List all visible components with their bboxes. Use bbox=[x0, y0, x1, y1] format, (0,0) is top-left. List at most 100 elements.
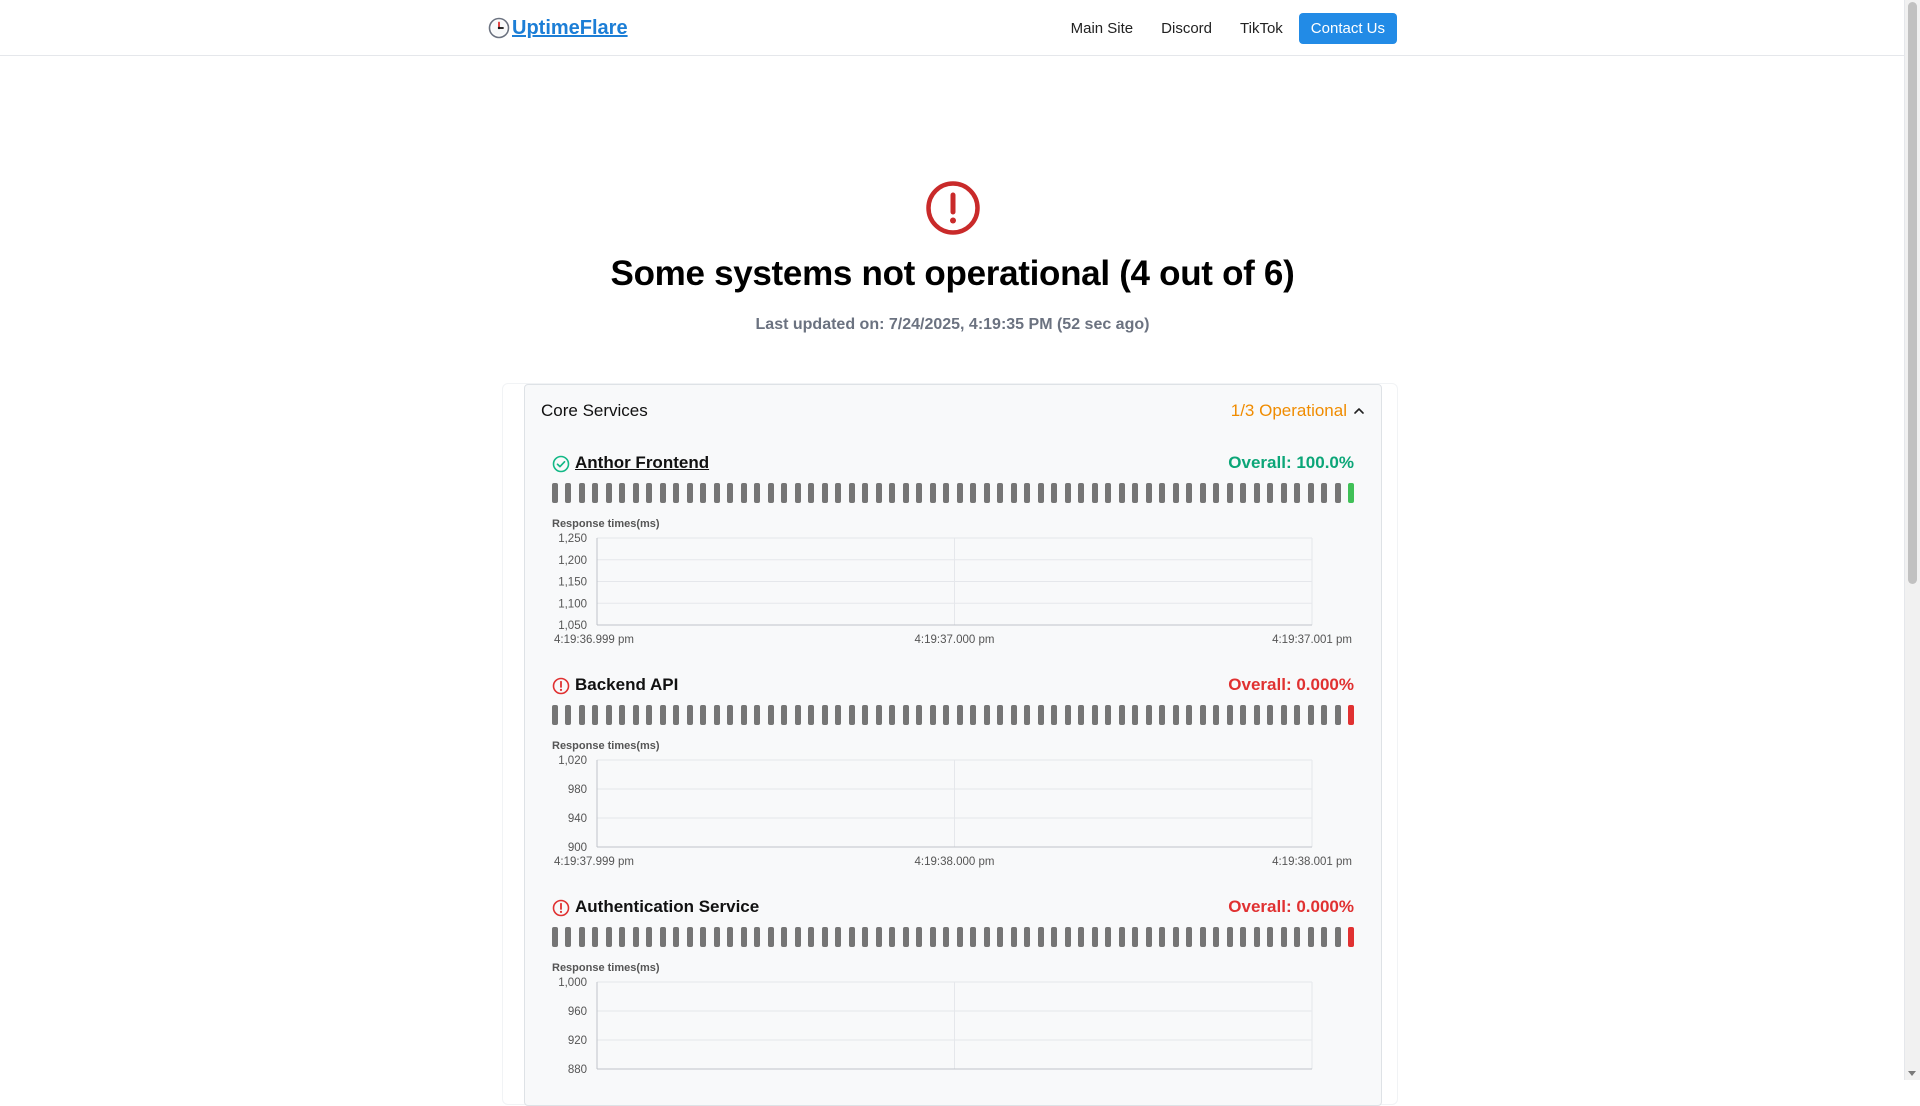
uptime-bar[interactable] bbox=[1321, 483, 1328, 503]
uptime-bar[interactable] bbox=[1240, 705, 1247, 725]
uptime-bar[interactable] bbox=[794, 705, 801, 725]
uptime-bar[interactable] bbox=[943, 927, 950, 947]
uptime-bar[interactable] bbox=[929, 483, 936, 503]
uptime-bar[interactable] bbox=[1226, 927, 1233, 947]
uptime-bar[interactable] bbox=[1024, 705, 1031, 725]
uptime-bar[interactable] bbox=[821, 705, 828, 725]
uptime-bar[interactable] bbox=[1105, 483, 1112, 503]
uptime-bar[interactable] bbox=[754, 705, 761, 725]
uptime-bar[interactable] bbox=[646, 483, 653, 503]
uptime-bar[interactable] bbox=[1226, 705, 1233, 725]
uptime-bar[interactable] bbox=[1267, 927, 1274, 947]
uptime-bar[interactable] bbox=[1078, 483, 1085, 503]
uptime-bar[interactable] bbox=[1145, 927, 1152, 947]
uptime-bar[interactable] bbox=[781, 483, 788, 503]
uptime-bar[interactable] bbox=[578, 483, 585, 503]
uptime-bar[interactable] bbox=[1348, 705, 1354, 725]
uptime-bar[interactable] bbox=[713, 927, 720, 947]
uptime-bar[interactable] bbox=[1267, 705, 1274, 725]
uptime-bar[interactable] bbox=[1064, 927, 1071, 947]
uptime-bar[interactable] bbox=[673, 705, 680, 725]
uptime-bar[interactable] bbox=[970, 927, 977, 947]
uptime-bar[interactable] bbox=[1105, 927, 1112, 947]
uptime-bar[interactable] bbox=[1334, 483, 1341, 503]
uptime-bar[interactable] bbox=[902, 483, 909, 503]
uptime-bar[interactable] bbox=[659, 927, 666, 947]
uptime-bar[interactable] bbox=[1226, 483, 1233, 503]
uptime-bar[interactable] bbox=[767, 705, 774, 725]
uptime-bar[interactable] bbox=[565, 705, 572, 725]
uptime-bar[interactable] bbox=[686, 705, 693, 725]
uptime-bar[interactable] bbox=[889, 705, 896, 725]
uptime-bar[interactable] bbox=[835, 927, 842, 947]
uptime-bar[interactable] bbox=[875, 705, 882, 725]
page-scrollbar[interactable] bbox=[1904, 0, 1920, 1080]
nav-main-site[interactable]: Main Site bbox=[1070, 20, 1134, 37]
contact-us-button[interactable]: Contact Us bbox=[1298, 13, 1397, 44]
uptime-bar[interactable] bbox=[1010, 483, 1017, 503]
uptime-bar[interactable] bbox=[929, 705, 936, 725]
uptime-bar[interactable] bbox=[1010, 705, 1017, 725]
nav-tiktok[interactable]: TikTok bbox=[1240, 20, 1283, 37]
uptime-bar[interactable] bbox=[1091, 927, 1098, 947]
uptime-bar[interactable] bbox=[1267, 483, 1274, 503]
uptime-bar[interactable] bbox=[808, 927, 815, 947]
uptime-bar[interactable] bbox=[997, 705, 1004, 725]
uptime-bar[interactable] bbox=[700, 483, 707, 503]
uptime-bar[interactable] bbox=[1145, 483, 1152, 503]
uptime-bar[interactable] bbox=[1051, 705, 1058, 725]
uptime-bar[interactable] bbox=[1091, 483, 1098, 503]
uptime-bar[interactable] bbox=[1078, 705, 1085, 725]
uptime-bar[interactable] bbox=[700, 705, 707, 725]
uptime-bar[interactable] bbox=[1294, 927, 1301, 947]
uptime-bar[interactable] bbox=[1010, 927, 1017, 947]
nav-discord[interactable]: Discord bbox=[1161, 20, 1213, 37]
uptime-bar[interactable] bbox=[552, 927, 558, 947]
uptime-bar[interactable] bbox=[632, 927, 639, 947]
uptime-bar[interactable] bbox=[1051, 483, 1058, 503]
uptime-bar[interactable] bbox=[916, 705, 923, 725]
uptime-bar[interactable] bbox=[1037, 927, 1044, 947]
uptime-bar[interactable] bbox=[862, 927, 869, 947]
uptime-bar[interactable] bbox=[1024, 927, 1031, 947]
uptime-bar[interactable] bbox=[794, 483, 801, 503]
uptime-bar[interactable] bbox=[916, 483, 923, 503]
uptime-bar[interactable] bbox=[673, 483, 680, 503]
uptime-bar[interactable] bbox=[632, 483, 639, 503]
uptime-bar[interactable] bbox=[970, 705, 977, 725]
uptime-bar[interactable] bbox=[848, 483, 855, 503]
uptime-bar[interactable] bbox=[632, 705, 639, 725]
uptime-bar[interactable] bbox=[1213, 927, 1220, 947]
uptime-bar[interactable] bbox=[605, 705, 612, 725]
uptime-bar[interactable] bbox=[740, 705, 747, 725]
uptime-bar[interactable] bbox=[646, 705, 653, 725]
uptime-bar[interactable] bbox=[983, 483, 990, 503]
uptime-bar[interactable] bbox=[1064, 483, 1071, 503]
uptime-bar[interactable] bbox=[1172, 705, 1179, 725]
uptime-bar[interactable] bbox=[1321, 705, 1328, 725]
uptime-bar[interactable] bbox=[673, 927, 680, 947]
uptime-bar[interactable] bbox=[619, 705, 626, 725]
uptime-bar[interactable] bbox=[740, 927, 747, 947]
uptime-bar[interactable] bbox=[875, 927, 882, 947]
uptime-bar[interactable] bbox=[619, 483, 626, 503]
uptime-bar[interactable] bbox=[592, 483, 599, 503]
uptime-bar[interactable] bbox=[808, 483, 815, 503]
group-header[interactable]: Core Services 1/3 Operational bbox=[541, 401, 1365, 425]
uptime-bar[interactable] bbox=[1051, 927, 1058, 947]
uptime-bar[interactable] bbox=[1118, 927, 1125, 947]
uptime-bar[interactable] bbox=[767, 483, 774, 503]
uptime-bar[interactable] bbox=[565, 483, 572, 503]
uptime-bar[interactable] bbox=[1240, 927, 1247, 947]
uptime-bar[interactable] bbox=[1145, 705, 1152, 725]
uptime-bar[interactable] bbox=[781, 705, 788, 725]
uptime-bar[interactable] bbox=[1159, 927, 1166, 947]
uptime-bar[interactable] bbox=[808, 705, 815, 725]
uptime-bar[interactable] bbox=[956, 483, 963, 503]
uptime-bar[interactable] bbox=[727, 927, 734, 947]
uptime-bar[interactable] bbox=[1186, 483, 1193, 503]
uptime-bar[interactable] bbox=[1307, 927, 1314, 947]
uptime-bar[interactable] bbox=[686, 483, 693, 503]
uptime-bar[interactable] bbox=[727, 483, 734, 503]
uptime-bar[interactable] bbox=[983, 705, 990, 725]
